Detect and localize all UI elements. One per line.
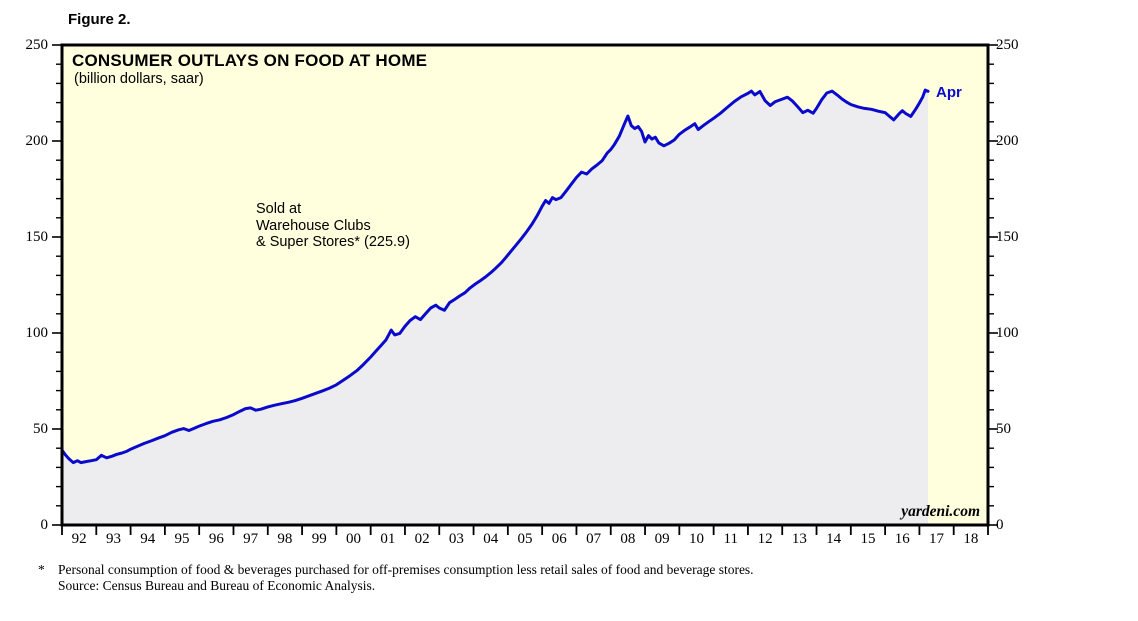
x-axis-year-label: 02 [414, 531, 430, 547]
x-axis-year-label: 17 [929, 531, 945, 547]
x-axis-year-label: 01 [380, 531, 396, 547]
footnote-source-line: Source: Census Bureau and Bureau of Econ… [58, 578, 376, 593]
y-axis-label-left: 200 [25, 133, 49, 149]
x-axis-year-label: 97 [243, 531, 259, 547]
x-axis-year-label: 00 [346, 531, 362, 547]
footnote-marker: * [38, 562, 45, 577]
latest-point-label: Apr [936, 84, 962, 101]
chart-title: CONSUMER OUTLAYS ON FOOD AT HOME [72, 51, 428, 70]
y-axis-label-left: 0 [40, 517, 49, 533]
footnote: * Personal consumption of food & beverag… [38, 562, 754, 594]
y-axis-label-left: 250 [25, 37, 49, 53]
footnote-text-line-1: Personal consumption of food & beverages… [58, 562, 754, 577]
x-axis-year-label: 14 [826, 531, 842, 547]
series-area-fill [62, 90, 928, 525]
chart-subtitle: (billion dollars, saar) [74, 71, 204, 87]
figure-label: Figure 2. [68, 11, 131, 28]
x-axis-year-label: 06 [551, 531, 567, 547]
x-axis-year-label: 10 [688, 531, 704, 547]
x-axis-year-label: 04 [483, 531, 499, 547]
x-axis-year-label: 12 [757, 531, 773, 547]
x-axis-year-label: 93 [105, 531, 121, 547]
y-axis-label-right: 250 [996, 37, 1019, 53]
series-annotation-line-1: Sold at [256, 201, 302, 217]
x-axis-year-label: 11 [723, 531, 738, 547]
y-axis-label-left: 100 [25, 325, 49, 341]
x-axis-year-label: 92 [71, 531, 87, 547]
x-axis-year-label: 05 [517, 531, 533, 547]
x-axis-year-label: 16 [894, 531, 910, 547]
x-axis-year-label: 08 [620, 531, 636, 547]
series-annotation-line-2: Warehouse Clubs [256, 217, 371, 234]
y-axis-label-right: 200 [996, 133, 1019, 149]
warehouse-clubs-series-line [60, 88, 930, 465]
x-axis-year-label: 95 [174, 531, 190, 547]
y-axis-label-left: 150 [25, 229, 49, 245]
x-axis-year-label: 13 [791, 531, 807, 547]
x-axis-year-label: 98 [277, 531, 293, 547]
y-axis-label-left: 50 [33, 421, 48, 437]
series-annotation: Sold at Warehouse Clubs & Super Stores* … [256, 201, 410, 251]
chart-frame [60, 43, 990, 527]
x-axis-year-label: 99 [311, 531, 327, 547]
y-axis-label-right: 100 [996, 325, 1019, 341]
x-axis-year-label: 96 [208, 531, 224, 547]
y-axis-label-right: 0 [996, 517, 1004, 533]
series-annotation-line-3: & Super Stores* (225.9) [256, 234, 410, 250]
x-axis-year-label: 03 [448, 531, 464, 547]
x-axis-year-label: 09 [654, 531, 670, 547]
watermark-yardeni: yardeni.com [901, 503, 980, 520]
x-axis-year-label: 15 [860, 531, 876, 547]
x-axis-year-label: 18 [963, 531, 979, 547]
x-axis-year-label: 07 [586, 531, 602, 547]
y-axis-label-right: 150 [996, 229, 1019, 245]
x-axis-year-label: 94 [140, 531, 156, 547]
y-axis-label-right: 50 [996, 421, 1011, 437]
